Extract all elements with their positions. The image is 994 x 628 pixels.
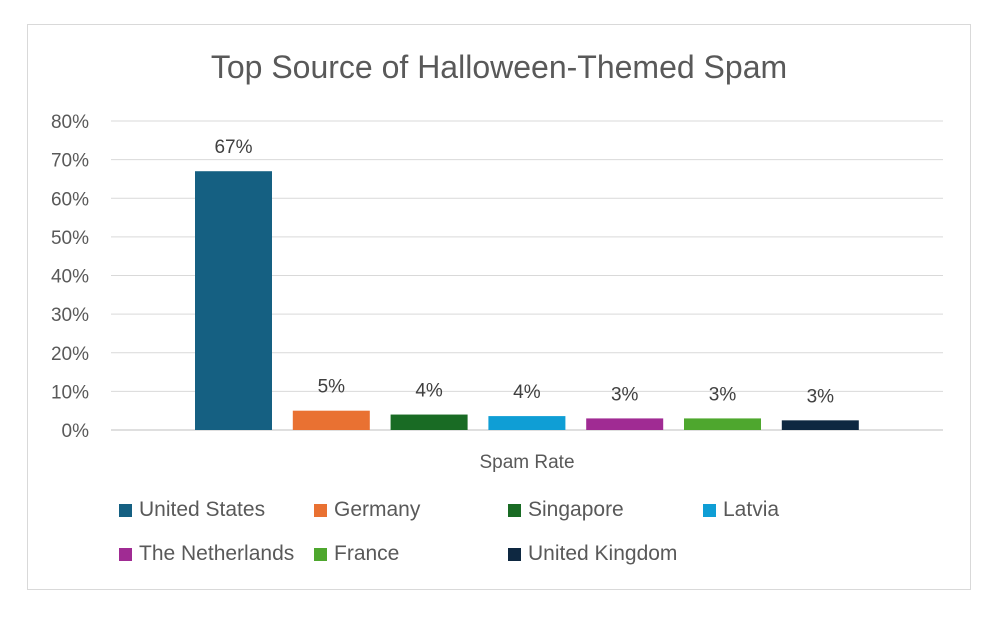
bar-united-states (195, 171, 272, 430)
data-label: 4% (415, 381, 443, 402)
legend-item: United Kingdom (508, 542, 677, 566)
legend-label: United States (139, 498, 266, 521)
legend-swatch (703, 503, 716, 517)
legend-item: Singapore (508, 498, 624, 522)
bar-the-netherlands (586, 418, 664, 430)
legend-label: United Kingdom (528, 542, 678, 565)
y-tick-label: 30% (51, 305, 89, 326)
data-label: 3% (807, 386, 835, 407)
y-tick-label: 20% (51, 344, 89, 365)
legend-label: Latvia (723, 498, 780, 521)
bar-germany (292, 410, 370, 430)
legend-label: Singapore (528, 498, 624, 521)
y-tick-label: 10% (51, 382, 89, 403)
y-tick-label: 60% (51, 189, 89, 210)
legend-label: France (334, 542, 400, 565)
legend-item: Germany (314, 498, 420, 522)
data-label: 3% (611, 384, 639, 405)
data-label: 5% (318, 377, 346, 398)
bar-latvia (488, 416, 566, 430)
y-tick-label: 80% (51, 112, 89, 133)
legend-item: The Netherlands (119, 542, 294, 566)
legend-swatch (119, 547, 132, 561)
data-labels: 67% 5% 4% 4% 3% 3% 3% (214, 137, 834, 407)
legend-swatch (508, 503, 521, 517)
legend-item: France (314, 542, 399, 566)
y-axis-ticks: 0% 10% 20% 30% 40% 50% 60% 70% 80% (51, 112, 89, 442)
data-label: 4% (513, 382, 541, 403)
chart-frame (27, 24, 971, 590)
bar-france (684, 418, 761, 430)
y-tick-label: 70% (51, 151, 89, 172)
data-label: 3% (709, 384, 737, 405)
legend-swatch (314, 547, 327, 561)
bars (195, 171, 859, 430)
bar-singapore (390, 414, 468, 430)
legend-item: United States (119, 498, 265, 522)
y-tick-label: 0% (62, 421, 90, 442)
data-label: 67% (214, 137, 252, 158)
bar-united-kingdom (781, 420, 859, 430)
legend-swatch (508, 547, 521, 561)
legend-swatch (314, 503, 327, 517)
chart-title: Top Source of Halloween-Themed Spam (211, 49, 787, 85)
x-axis-label: Spam Rate (479, 452, 574, 473)
legend-label: The Netherlands (139, 542, 295, 565)
legend-label: Germany (334, 498, 421, 521)
y-tick-label: 50% (51, 228, 89, 249)
legend-item: Latvia (703, 498, 779, 522)
legend-swatch (119, 503, 132, 517)
y-tick-label: 40% (51, 267, 89, 288)
